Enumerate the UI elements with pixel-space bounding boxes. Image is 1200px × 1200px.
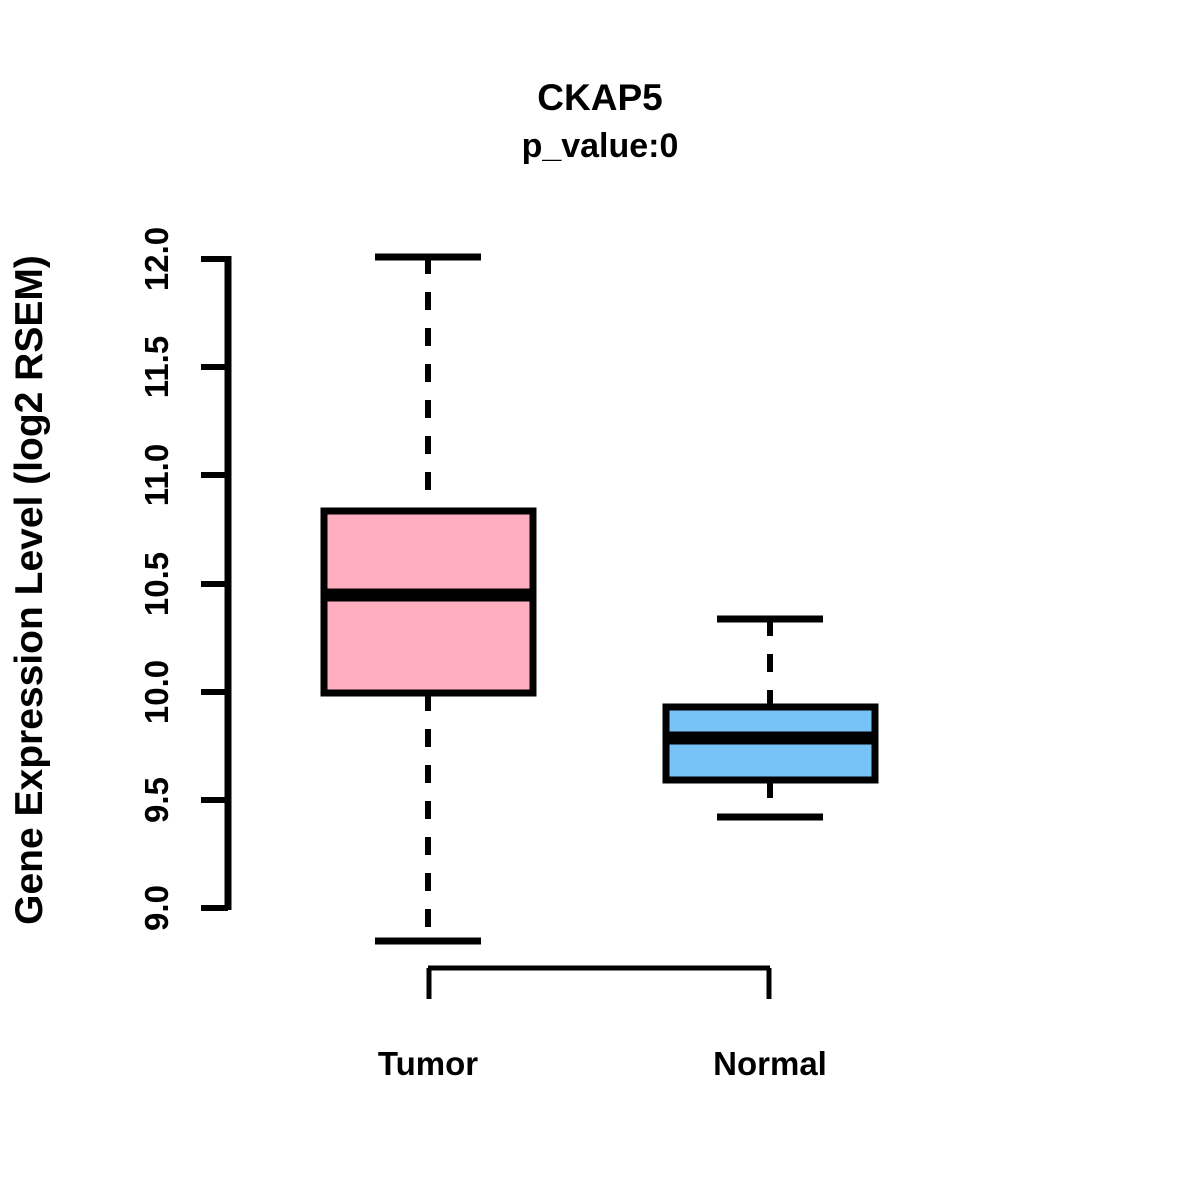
y-tick-label-11-5: 11.5 [138,336,175,398]
chart-title: CKAP5 [537,77,662,118]
y-tick-label-10-0: 10.0 [138,660,175,724]
y-tick-label-11-0: 11.0 [138,444,175,506]
y-axis: 12.0 11.5 11.0 10.5 10.0 9.5 9.0 [138,227,232,931]
box-normal[interactable] [662,615,879,821]
box-tumor[interactable] [320,253,537,945]
x-label-normal: Normal [713,1045,827,1082]
y-tick-label-9-0: 9.0 [138,885,175,931]
y-tick-label-9-5: 9.5 [138,777,175,823]
y-tick-label-10-5: 10.5 [138,552,175,616]
y-tick-label-12-0: 12.0 [138,227,175,291]
x-axis [426,965,772,999]
y-axis-title: Gene Expression Level (log2 RSEM) [8,255,51,925]
x-label-tumor: Tumor [378,1045,478,1082]
tumor-box-rect[interactable] [320,507,537,697]
chart-subtitle: p_value:0 [522,127,679,165]
